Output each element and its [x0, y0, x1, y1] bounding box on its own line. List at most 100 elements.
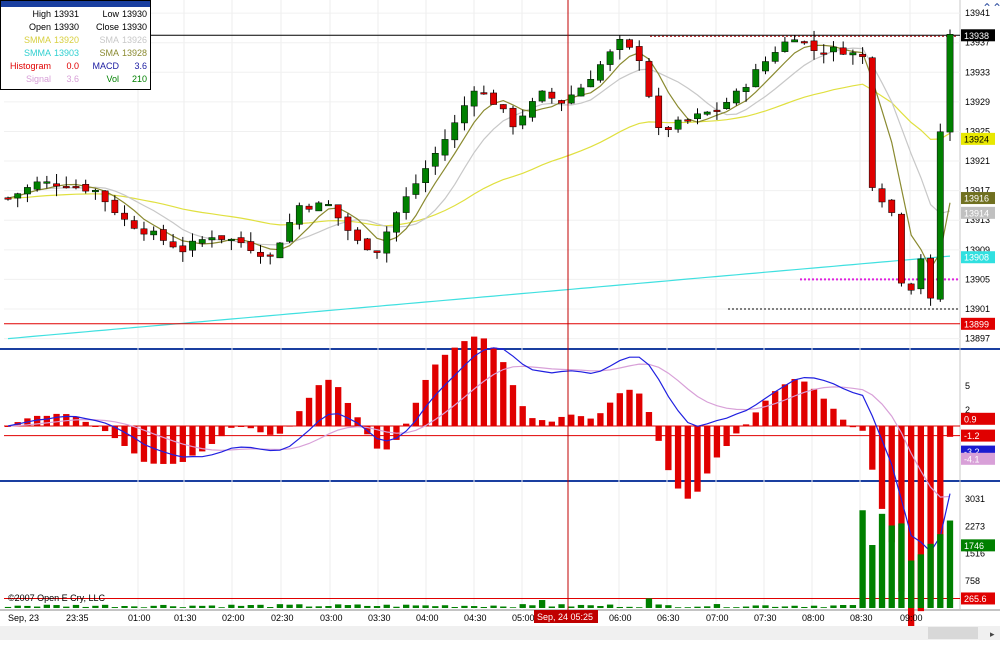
- candle-body[interactable]: [305, 205, 313, 210]
- candle-body[interactable]: [344, 216, 352, 231]
- candle-body[interactable]: [946, 34, 954, 133]
- candle-body[interactable]: [24, 187, 31, 195]
- horizontal-scrollbar[interactable]: [0, 626, 1000, 640]
- candle-body[interactable]: [169, 241, 177, 248]
- candle-body[interactable]: [14, 193, 22, 199]
- candle-body[interactable]: [936, 131, 944, 300]
- candle-body[interactable]: [179, 245, 187, 253]
- candle-body[interactable]: [868, 57, 876, 188]
- candle-body[interactable]: [694, 113, 701, 120]
- candle-body[interactable]: [373, 250, 381, 253]
- candle-body[interactable]: [470, 90, 478, 107]
- candle-body[interactable]: [567, 94, 575, 104]
- candle-body[interactable]: [111, 199, 119, 213]
- candle-body[interactable]: [101, 190, 109, 203]
- candle-body[interactable]: [218, 235, 226, 240]
- candle-body[interactable]: [703, 111, 711, 115]
- candle-body[interactable]: [752, 69, 760, 88]
- candle-body[interactable]: [577, 87, 585, 97]
- candle-body[interactable]: [499, 104, 507, 110]
- candle-body[interactable]: [820, 52, 828, 55]
- candle-body[interactable]: [480, 92, 488, 95]
- candle-body[interactable]: [529, 101, 536, 118]
- candle-body[interactable]: [771, 52, 779, 62]
- candle-body[interactable]: [810, 40, 818, 51]
- candle-body[interactable]: [587, 79, 595, 88]
- candle-body[interactable]: [800, 41, 808, 44]
- candle-body[interactable]: [548, 91, 556, 99]
- candle-body[interactable]: [91, 189, 99, 193]
- candle-body[interactable]: [150, 230, 158, 236]
- candle-body[interactable]: [121, 212, 128, 220]
- candle-body[interactable]: [72, 186, 80, 189]
- candle-body[interactable]: [878, 188, 886, 203]
- candle-body[interactable]: [839, 47, 847, 55]
- candle-body[interactable]: [402, 196, 410, 213]
- candle-body[interactable]: [33, 181, 41, 190]
- candle-body[interactable]: [295, 205, 303, 225]
- candle-body[interactable]: [859, 53, 867, 57]
- candle-body[interactable]: [538, 90, 546, 102]
- candle-body[interactable]: [286, 222, 294, 242]
- candle-body[interactable]: [62, 186, 70, 189]
- candle-body[interactable]: [732, 90, 740, 104]
- candle-body[interactable]: [53, 183, 60, 187]
- candle-body[interactable]: [393, 212, 400, 233]
- candle-body[interactable]: [606, 51, 614, 65]
- candle-body[interactable]: [490, 92, 497, 105]
- candle-body[interactable]: [509, 107, 517, 128]
- candle-body[interactable]: [227, 238, 235, 241]
- candle-body[interactable]: [723, 102, 731, 109]
- candle-body[interactable]: [713, 109, 721, 112]
- candle-body[interactable]: [431, 153, 439, 167]
- candle-body[interactable]: [781, 41, 789, 52]
- candle-body[interactable]: [198, 239, 206, 244]
- candle-body[interactable]: [917, 258, 925, 290]
- candle-body[interactable]: [849, 52, 857, 56]
- candle-body[interactable]: [43, 181, 51, 184]
- candle-body[interactable]: [441, 139, 449, 156]
- candle-body[interactable]: [140, 228, 148, 235]
- candle-body[interactable]: [4, 197, 12, 200]
- candle-body[interactable]: [325, 204, 332, 207]
- candle-body[interactable]: [791, 39, 799, 43]
- candle-body[interactable]: [558, 100, 565, 104]
- candle-body[interactable]: [626, 39, 633, 48]
- candle-body[interactable]: [363, 238, 371, 251]
- candle-body[interactable]: [315, 202, 323, 212]
- scroll-right-icon[interactable]: ▸: [990, 630, 995, 640]
- candle-body[interactable]: [684, 119, 692, 122]
- candle-body[interactable]: [655, 95, 663, 128]
- candle-body[interactable]: [451, 122, 459, 141]
- candle-body[interactable]: [762, 61, 769, 72]
- candle-body[interactable]: [422, 168, 429, 183]
- candle-body[interactable]: [461, 105, 468, 124]
- candle-body[interactable]: [898, 213, 905, 284]
- candle-body[interactable]: [189, 240, 196, 251]
- candle-body[interactable]: [830, 46, 837, 53]
- chevron-up-icon[interactable]: ⌃⌃: [982, 1, 1000, 15]
- candle-body[interactable]: [742, 87, 750, 92]
- candle-body[interactable]: [237, 237, 245, 244]
- candle-body[interactable]: [645, 61, 653, 97]
- candle-body[interactable]: [257, 251, 264, 257]
- candle-body[interactable]: [159, 229, 167, 241]
- candle-body[interactable]: [635, 46, 643, 61]
- candle-body[interactable]: [519, 115, 527, 126]
- candle-body[interactable]: [334, 204, 342, 219]
- candle-body[interactable]: [266, 254, 274, 257]
- candle-body[interactable]: [664, 127, 672, 130]
- candle-body[interactable]: [383, 231, 391, 254]
- candle-body[interactable]: [208, 237, 216, 241]
- candle-body[interactable]: [354, 229, 362, 241]
- scrollbar-thumb[interactable]: [928, 627, 978, 639]
- candle-body[interactable]: [82, 184, 90, 192]
- candle-body[interactable]: [412, 183, 420, 195]
- candle-body[interactable]: [276, 242, 284, 259]
- candle-body[interactable]: [616, 39, 624, 50]
- candle-body[interactable]: [674, 119, 682, 130]
- candle-body[interactable]: [596, 64, 604, 81]
- candle-body[interactable]: [927, 257, 934, 299]
